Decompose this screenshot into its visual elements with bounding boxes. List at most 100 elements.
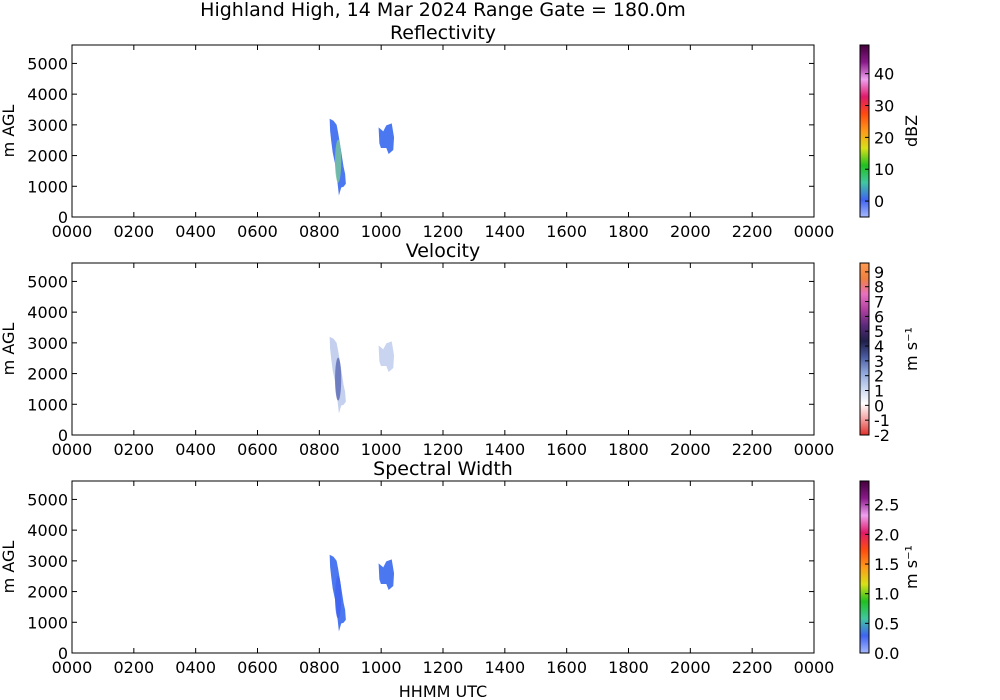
panel-title: Velocity bbox=[406, 240, 481, 262]
colorbar-tick-label: 2 bbox=[874, 367, 884, 386]
y-tick-label: 5000 bbox=[27, 54, 68, 73]
x-tick-label: 1200 bbox=[423, 440, 464, 459]
y-tick-label: 1000 bbox=[27, 177, 68, 196]
y-axis-label: m AGL bbox=[0, 323, 18, 376]
colorbar bbox=[859, 480, 870, 654]
y-tick-label: 5000 bbox=[27, 490, 68, 509]
x-tick-label: 1800 bbox=[608, 658, 649, 677]
colorbar-tick-label: 5 bbox=[874, 322, 884, 341]
panel-title: Spectral Width bbox=[373, 458, 513, 480]
panel-title: Reflectivity bbox=[390, 22, 496, 44]
x-tick-label: 1800 bbox=[608, 440, 649, 459]
colorbar-tick-label: 0.0 bbox=[874, 644, 899, 663]
echo-core bbox=[335, 357, 342, 401]
colorbar-tick-label: 0.5 bbox=[874, 614, 899, 633]
colorbar-tick-label: -2 bbox=[874, 426, 890, 445]
x-tick-label: 1000 bbox=[361, 222, 402, 241]
colorbar-tick-label: 4 bbox=[874, 337, 884, 356]
x-tick-label: 2000 bbox=[670, 440, 711, 459]
y-axis-label: m AGL bbox=[0, 105, 18, 158]
x-tick-label: 0600 bbox=[237, 222, 278, 241]
x-tick-label: 0800 bbox=[299, 222, 340, 241]
colorbar-tick-label: 0 bbox=[874, 396, 884, 415]
x-tick-label: 0600 bbox=[237, 440, 278, 459]
colorbar-tick-label: 1 bbox=[874, 382, 884, 401]
colorbar-tick-label: 2.5 bbox=[874, 496, 899, 515]
y-tick-label: 4000 bbox=[27, 85, 68, 104]
x-tick-label: 1600 bbox=[546, 658, 587, 677]
colorbar-label: dBZ bbox=[902, 115, 921, 147]
echo-region bbox=[378, 123, 395, 155]
x-tick-label: 1000 bbox=[361, 658, 402, 677]
panel-reflectivity: Reflectivity 0000 0200 0400 0600 0800 1000 1200… bbox=[0, 22, 921, 241]
x-tick-label: 0000 bbox=[52, 222, 93, 241]
plot-frame bbox=[71, 262, 815, 436]
y-tick-label: 2000 bbox=[27, 583, 68, 602]
colorbar-tick-label: 6 bbox=[874, 307, 884, 326]
x-tick-label: 2200 bbox=[732, 222, 773, 241]
y-tick-label: 1000 bbox=[27, 395, 68, 414]
colorbar-tick-label: -1 bbox=[874, 411, 890, 430]
y-tick-label: 0 bbox=[58, 426, 68, 445]
plot-frame bbox=[71, 44, 815, 218]
x-tick-label: 0200 bbox=[113, 658, 154, 677]
colorbar-tick-label: 40 bbox=[874, 65, 894, 84]
y-tick-label: 3000 bbox=[27, 334, 68, 353]
y-tick-label: 0 bbox=[58, 644, 68, 663]
x-tick-label: 2000 bbox=[670, 658, 711, 677]
colorbar-tick-label: 3 bbox=[874, 352, 884, 371]
x-tick-label: 0000 bbox=[52, 440, 93, 459]
x-tick-label: 1800 bbox=[608, 222, 649, 241]
x-tick-label: 1400 bbox=[484, 658, 525, 677]
x-tick-label: 2000 bbox=[670, 222, 711, 241]
colorbar-tick-label: 10 bbox=[874, 160, 894, 179]
y-tick-label: 3000 bbox=[27, 552, 68, 571]
y-tick-label: 2000 bbox=[27, 365, 68, 384]
echo-region bbox=[378, 559, 395, 591]
echo-region bbox=[378, 341, 395, 373]
figure-xlabel: HHMM UTC bbox=[399, 682, 487, 700]
x-tick-label: 0400 bbox=[175, 222, 216, 241]
x-tick-label: 1600 bbox=[546, 222, 587, 241]
x-tick-label: 0200 bbox=[113, 222, 154, 241]
echo-core bbox=[335, 139, 342, 183]
y-tick-label: 4000 bbox=[27, 303, 68, 322]
x-tick-label: 0000 bbox=[794, 440, 835, 459]
x-tick-label: 2200 bbox=[732, 440, 773, 459]
panel-spectral-width: Spectral Width 0000 0200 0400 0600 0800 1000 12… bbox=[0, 458, 921, 677]
colorbar-tick-label: 2.0 bbox=[874, 525, 899, 544]
y-tick-label: 1000 bbox=[27, 613, 68, 632]
colorbar-label: m s⁻¹ bbox=[902, 545, 921, 589]
x-tick-label: 0000 bbox=[794, 658, 835, 677]
colorbar bbox=[859, 44, 870, 218]
colorbar-tick-label: 30 bbox=[874, 97, 894, 116]
x-tick-label: 0000 bbox=[52, 658, 93, 677]
x-tick-label: 1600 bbox=[546, 440, 587, 459]
colorbar-tick-label: 8 bbox=[874, 278, 884, 297]
x-tick-label: 0600 bbox=[237, 658, 278, 677]
colorbar-tick-label: 20 bbox=[874, 128, 894, 147]
plot-frame bbox=[71, 480, 815, 654]
x-tick-label: 1400 bbox=[484, 440, 525, 459]
x-tick-label: 0000 bbox=[794, 222, 835, 241]
x-tick-label: 1000 bbox=[361, 440, 402, 459]
y-tick-label: 4000 bbox=[27, 521, 68, 540]
colorbar-tick-label: 1.0 bbox=[874, 585, 899, 604]
x-tick-label: 0800 bbox=[299, 658, 340, 677]
x-tick-label: 1200 bbox=[423, 658, 464, 677]
y-tick-label: 3000 bbox=[27, 116, 68, 135]
colorbar bbox=[859, 262, 870, 436]
x-tick-label: 2200 bbox=[732, 658, 773, 677]
x-tick-label: 0800 bbox=[299, 440, 340, 459]
y-axis-label: m AGL bbox=[0, 541, 18, 594]
echo-core bbox=[335, 575, 342, 619]
colorbar-tick-label: 1.5 bbox=[874, 555, 899, 574]
y-tick-label: 2000 bbox=[27, 147, 68, 166]
x-tick-label: 1400 bbox=[484, 222, 525, 241]
x-tick-label: 0400 bbox=[175, 440, 216, 459]
x-tick-label: 0400 bbox=[175, 658, 216, 677]
x-tick-label: 1200 bbox=[423, 222, 464, 241]
colorbar-tick-label: 7 bbox=[874, 293, 884, 312]
